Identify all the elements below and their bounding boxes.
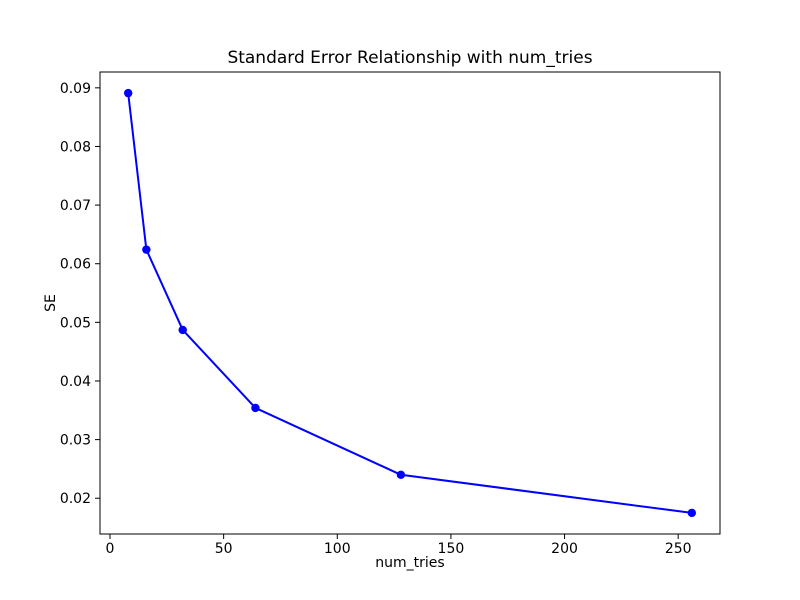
y-tick-label: 0.05 (60, 315, 91, 331)
y-axis-label: SE (43, 294, 59, 312)
x-tick-label: 0 (106, 541, 115, 557)
y-tick-label: 0.09 (60, 81, 91, 97)
x-tick-label: 250 (665, 541, 692, 557)
y-tick-label: 0.07 (60, 198, 91, 214)
data-point-marker (123, 88, 133, 98)
se-line (127, 92, 692, 514)
y-tick-label: 0.08 (60, 139, 91, 155)
y-tick-label: 0.06 (60, 257, 91, 273)
plot-border (99, 71, 721, 535)
y-tick-label: 0.03 (60, 433, 91, 449)
x-tick-label: 100 (324, 541, 351, 557)
x-tick-label: 150 (438, 541, 465, 557)
x-tick-label: 50 (215, 541, 233, 557)
y-tick-label: 0.04 (60, 374, 91, 390)
x-tick-label: 200 (551, 541, 578, 557)
data-point-marker (142, 245, 151, 254)
data-point-marker (396, 470, 406, 479)
y-tick-label: 0.02 (60, 491, 91, 507)
x-axis-label: num_tries (375, 555, 445, 571)
chart-title: Standard Error Relationship with num_tri… (227, 48, 593, 68)
data-point-marker (178, 325, 187, 335)
data-point-marker (687, 508, 697, 518)
data-point-marker (251, 403, 260, 413)
